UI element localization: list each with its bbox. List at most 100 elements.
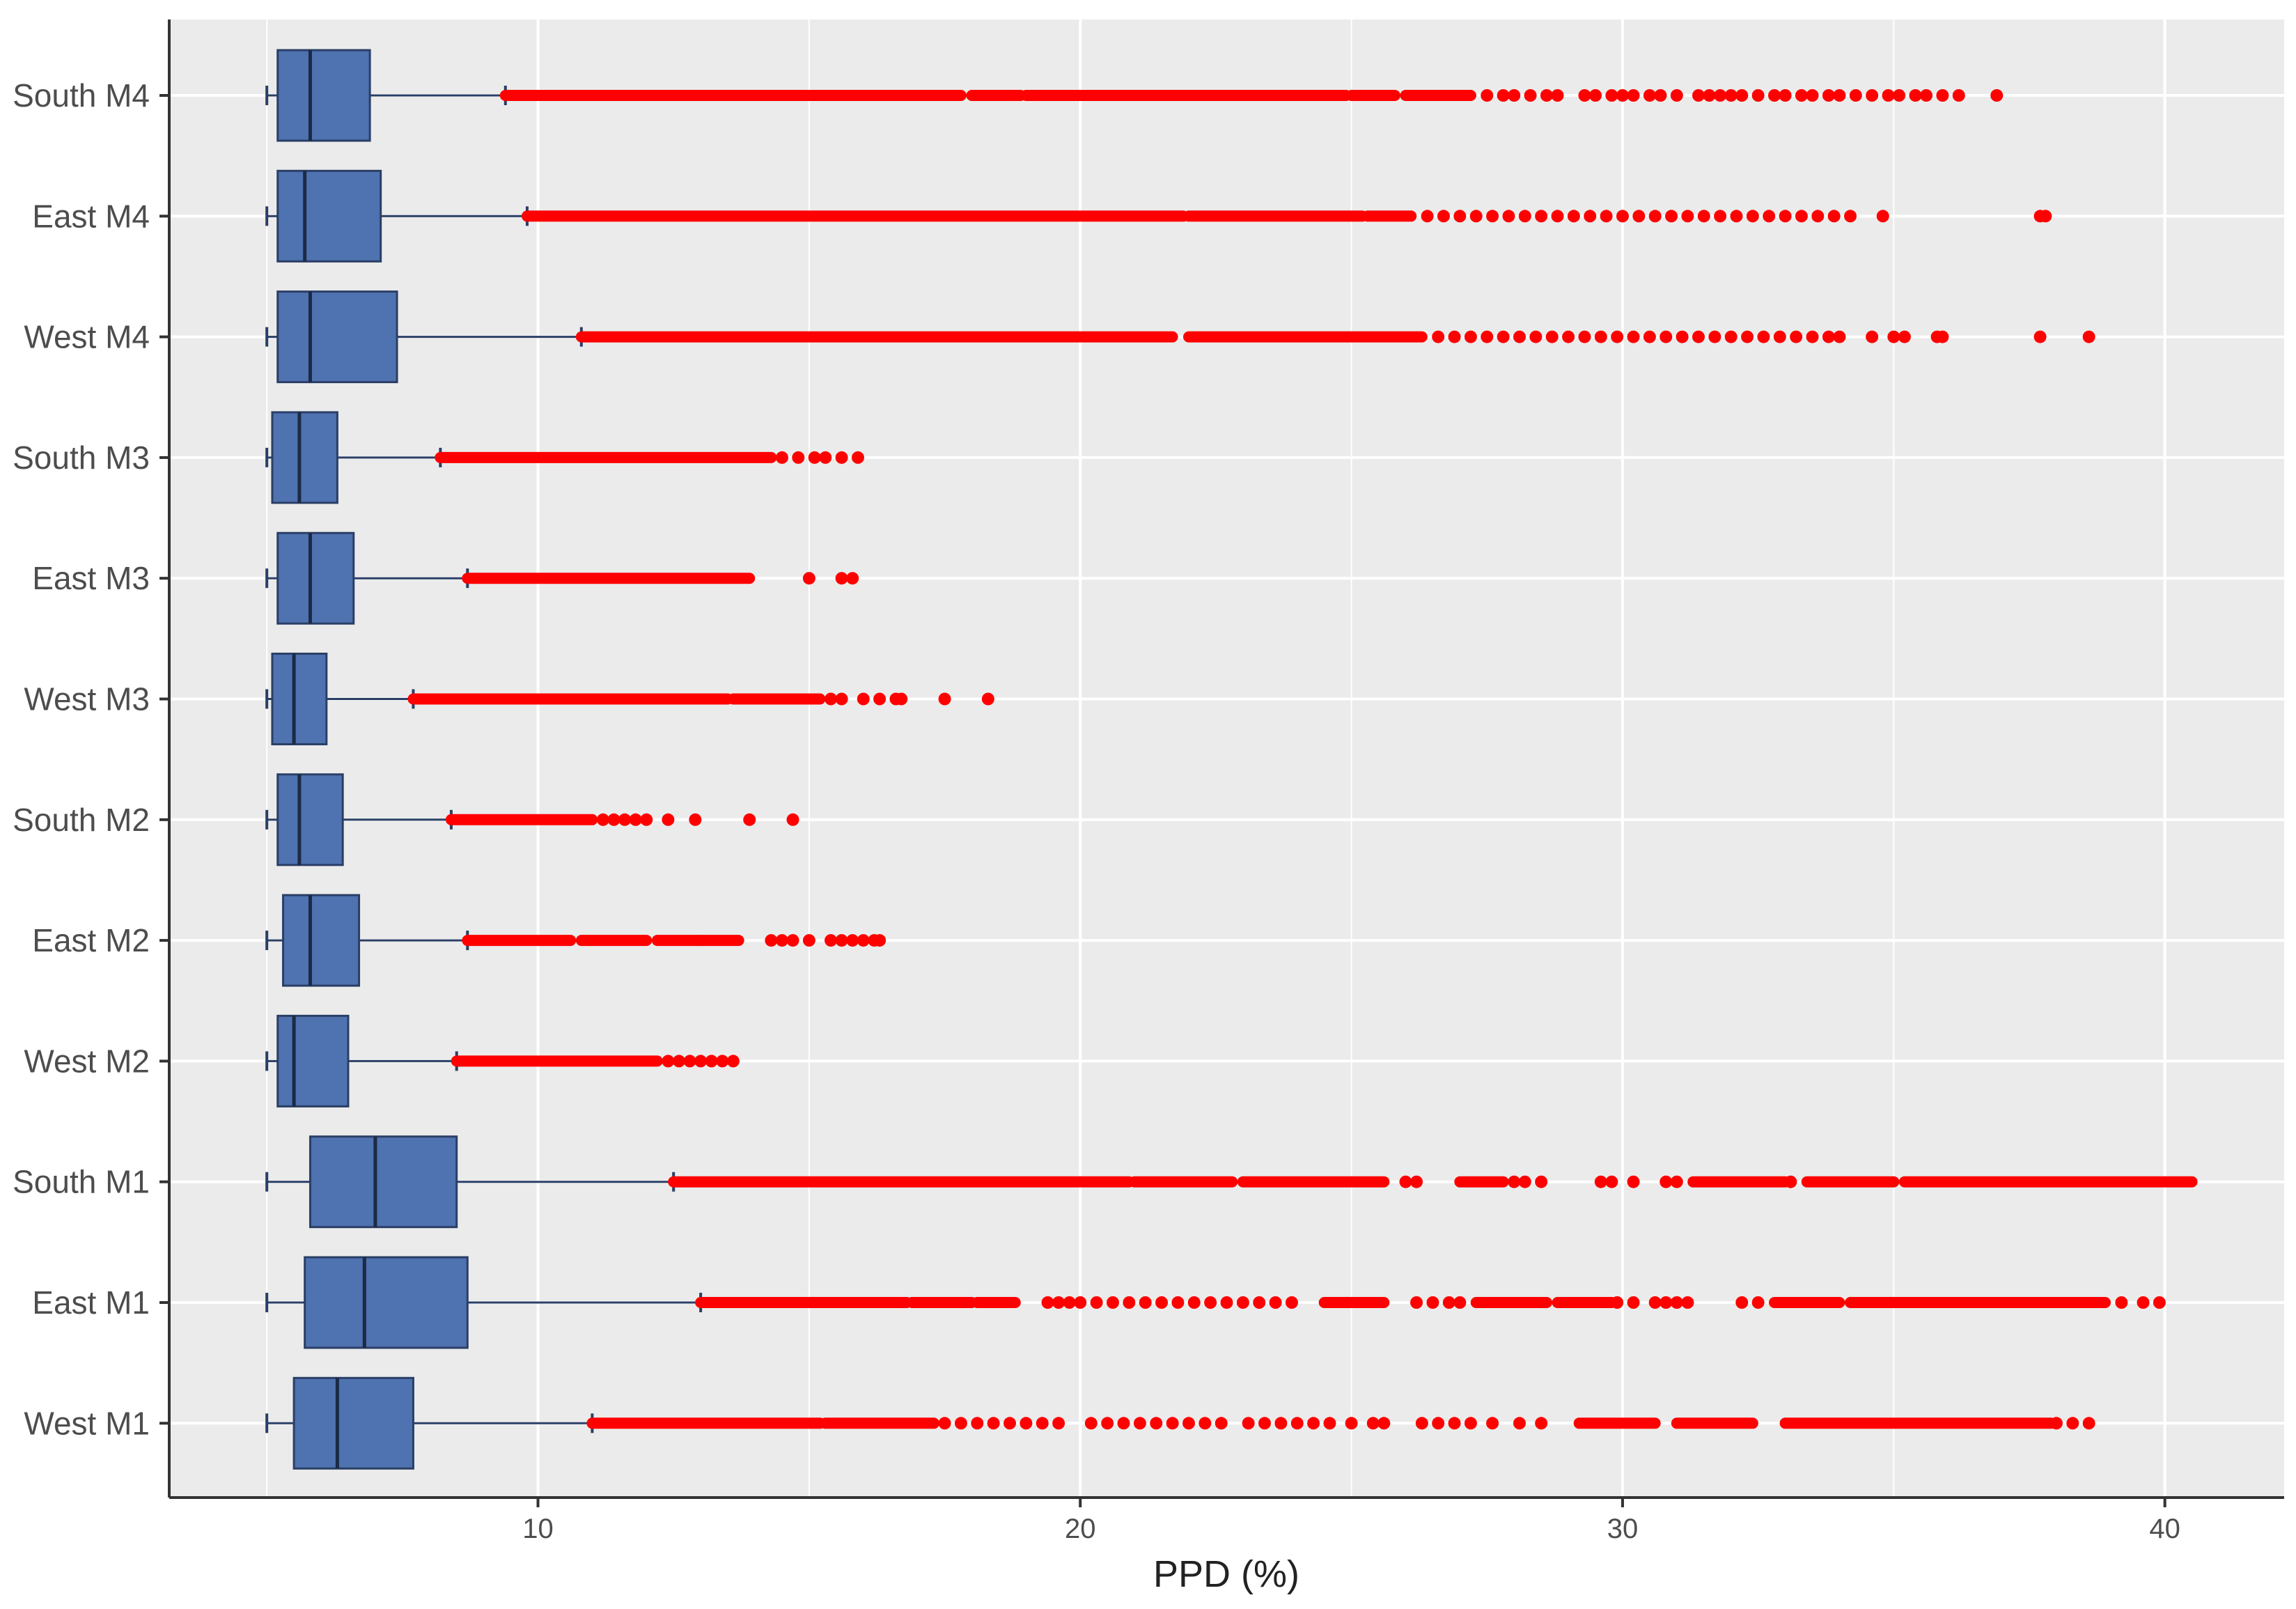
outlier-point — [1242, 1417, 1255, 1430]
outlier-point — [1692, 330, 1705, 343]
outlier-point — [1518, 1175, 1531, 1188]
iqr-box — [304, 1256, 469, 1349]
outlier-point — [1469, 210, 1483, 223]
outlier-point — [1893, 89, 1906, 102]
y-tick-label: West M3 — [24, 681, 150, 717]
outlier-point — [726, 1055, 740, 1068]
outlier-point — [1909, 89, 1922, 102]
x-tick-label: 30 — [1607, 1514, 1639, 1544]
box-group-south-m3 — [265, 411, 864, 504]
outlier-point — [1714, 210, 1727, 223]
x-axis-title: PPD (%) — [1153, 1553, 1299, 1595]
outlier-point — [596, 813, 609, 826]
outlier-point — [802, 572, 815, 585]
outlier-point — [1703, 89, 1716, 102]
outlier-point — [1052, 1417, 1065, 1430]
outlier-point — [1437, 210, 1450, 223]
outlier-point — [1643, 89, 1656, 102]
outlier-point — [2137, 1296, 2150, 1309]
outlier-point — [1670, 1175, 1683, 1188]
iqr-box — [292, 1376, 414, 1470]
outlier-point — [1535, 1417, 1548, 1430]
outlier-point — [1822, 330, 1835, 343]
outlier-point — [1133, 1417, 1146, 1430]
outlier-point — [1220, 1296, 1233, 1309]
outlier-point — [1806, 330, 1819, 343]
outlier-point — [825, 692, 838, 706]
y-tick-label: South M2 — [13, 802, 150, 838]
outlier-point — [1123, 1296, 1136, 1309]
box-group-south-m4 — [265, 49, 2004, 142]
outlier-point — [792, 451, 805, 464]
outlier-point — [1497, 89, 1510, 102]
outlier-point — [1887, 330, 1900, 343]
outlier-point — [1323, 1417, 1336, 1430]
outlier-point — [1605, 89, 1618, 102]
outlier-point — [1730, 210, 1743, 223]
outlier-point — [835, 934, 848, 947]
iqr-box — [276, 169, 382, 263]
outlier-point — [1578, 89, 1591, 102]
outlier-point — [938, 1417, 951, 1430]
outlier-point — [1442, 1296, 1455, 1309]
outlier-point — [1714, 89, 1727, 102]
outlier-point — [1448, 1417, 1461, 1430]
outlier-point — [1182, 1417, 1195, 1430]
outlier-point — [1611, 1296, 1624, 1309]
outlier-point — [1876, 210, 1889, 223]
iqr-box — [276, 290, 398, 384]
outlier-point — [786, 934, 799, 947]
outlier-point — [1290, 1417, 1304, 1430]
outlier-point — [1627, 1175, 1640, 1188]
outlier-point — [672, 1055, 685, 1068]
outlier-point — [1724, 89, 1737, 102]
outlier-point — [1632, 210, 1646, 223]
box-group-east-m3 — [265, 531, 859, 625]
outlier-point — [1269, 1296, 1282, 1309]
outlier-point — [786, 813, 799, 826]
outlier-point — [1648, 1296, 1662, 1309]
box-group-east-m4 — [265, 169, 2052, 263]
outlier-point — [1377, 1417, 1391, 1430]
outlier-point — [1101, 1417, 1114, 1430]
outlier-point — [1724, 330, 1737, 343]
outlier-point — [1990, 89, 2004, 102]
outlier-point — [1453, 210, 1467, 223]
outlier-point — [775, 934, 788, 947]
outlier-point — [2049, 1417, 2063, 1430]
iqr-box — [282, 894, 361, 987]
iqr-box — [276, 773, 344, 866]
outlier-point — [1464, 330, 1477, 343]
outlier-point — [1432, 330, 1445, 343]
outlier-point — [1806, 89, 1819, 102]
outlier-point — [1150, 1417, 1163, 1430]
outlier-point — [1751, 89, 1765, 102]
outlier-point — [1692, 89, 1705, 102]
outlier-point — [765, 934, 778, 947]
outlier-point — [1003, 1417, 1017, 1430]
outlier-point — [1090, 1296, 1103, 1309]
outlier-point — [1524, 89, 1537, 102]
outlier-point — [1659, 1175, 1673, 1188]
y-tick-label: West M4 — [24, 319, 150, 355]
outlier-point — [1253, 1296, 1266, 1309]
outlier-point — [1187, 1296, 1201, 1309]
outlier-point — [1844, 210, 1857, 223]
outlier-point — [1508, 89, 1521, 102]
outlier-point — [1822, 89, 1835, 102]
outlier-point — [662, 1055, 675, 1068]
outlier-point — [1448, 330, 1461, 343]
outlier-point — [1139, 1296, 1152, 1309]
outlier-point — [1866, 89, 1879, 102]
outlier-point — [689, 813, 702, 826]
outlier-point — [2153, 1296, 2166, 1309]
outlier-point — [1497, 330, 1510, 343]
y-tick-label: East M2 — [32, 922, 150, 958]
outlier-point — [1274, 1417, 1288, 1430]
outlier-point — [2082, 330, 2095, 343]
outlier-point — [1920, 89, 1933, 102]
outlier-point — [1936, 89, 1949, 102]
outlier-point — [1833, 330, 1846, 343]
outlier-point — [1410, 1175, 1423, 1188]
outlier-point — [1670, 1296, 1683, 1309]
